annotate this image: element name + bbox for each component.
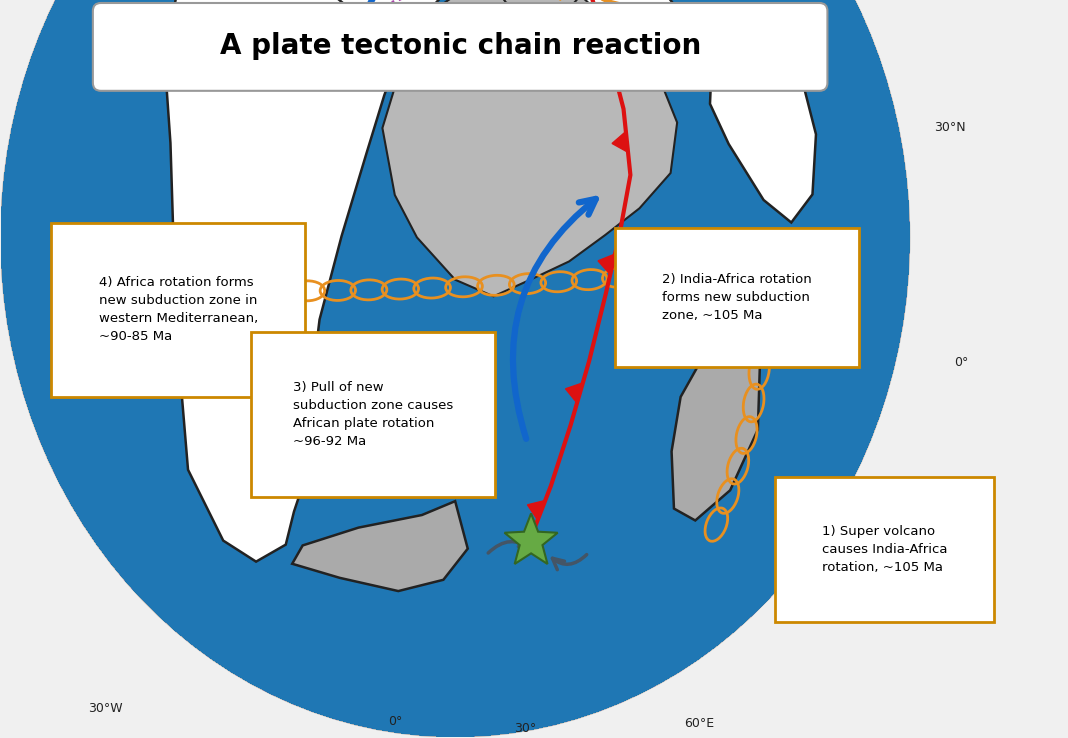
- Ellipse shape: [1, 0, 909, 737]
- Ellipse shape: [1, 0, 909, 737]
- Ellipse shape: [1, 0, 909, 737]
- Ellipse shape: [1, 0, 909, 737]
- Ellipse shape: [1, 0, 909, 737]
- Ellipse shape: [1, 0, 909, 737]
- Ellipse shape: [1, 0, 909, 737]
- Ellipse shape: [1, 0, 909, 737]
- Ellipse shape: [1, 0, 909, 737]
- Ellipse shape: [1, 0, 909, 737]
- Text: 30°: 30°: [514, 722, 536, 734]
- Polygon shape: [584, 10, 602, 30]
- Polygon shape: [704, 26, 727, 47]
- Polygon shape: [528, 500, 546, 520]
- Ellipse shape: [1, 0, 909, 737]
- Polygon shape: [293, 501, 468, 591]
- Ellipse shape: [1, 0, 909, 737]
- Ellipse shape: [1, 0, 909, 737]
- Ellipse shape: [1, 0, 909, 737]
- Text: 3) Pull of new
subduction zone causes
African plate rotation
~96-92 Ma: 3) Pull of new subduction zone causes Af…: [293, 382, 453, 448]
- Ellipse shape: [1, 0, 909, 737]
- Ellipse shape: [1, 0, 909, 737]
- Ellipse shape: [1, 0, 909, 737]
- Polygon shape: [484, 0, 690, 108]
- Text: 4) Africa rotation forms
new subduction zone in
western Mediterranean,
~90-85 Ma: 4) Africa rotation forms new subduction …: [98, 277, 257, 343]
- Polygon shape: [612, 131, 628, 152]
- FancyBboxPatch shape: [615, 227, 860, 368]
- Text: 1) Super volcano
causes India-Africa
rotation, ~105 Ma: 1) Super volcano causes India-Africa rot…: [821, 525, 947, 574]
- Text: 0°: 0°: [954, 356, 969, 369]
- Ellipse shape: [1, 0, 909, 737]
- Ellipse shape: [1, 0, 909, 737]
- Polygon shape: [653, 13, 677, 32]
- Ellipse shape: [1, 0, 909, 737]
- Ellipse shape: [1, 0, 909, 737]
- Polygon shape: [309, 0, 455, 32]
- Polygon shape: [598, 254, 615, 275]
- Ellipse shape: [1, 0, 909, 737]
- Polygon shape: [672, 337, 759, 520]
- Ellipse shape: [1, 0, 909, 737]
- Text: 30°N: 30°N: [934, 121, 965, 134]
- FancyArrowPatch shape: [359, 0, 405, 38]
- FancyBboxPatch shape: [251, 332, 496, 497]
- Ellipse shape: [1, 0, 909, 737]
- Ellipse shape: [1, 0, 909, 737]
- Polygon shape: [486, 0, 588, 17]
- Ellipse shape: [1, 0, 909, 737]
- Text: A plate tectonic chain reaction: A plate tectonic chain reaction: [220, 32, 701, 60]
- FancyBboxPatch shape: [774, 477, 994, 622]
- Polygon shape: [566, 383, 583, 403]
- Text: 30°W: 30°W: [89, 702, 123, 714]
- FancyArrowPatch shape: [488, 538, 531, 553]
- Ellipse shape: [1, 0, 909, 737]
- Ellipse shape: [1, 0, 909, 737]
- Ellipse shape: [1, 0, 909, 737]
- Ellipse shape: [1, 0, 909, 737]
- Ellipse shape: [1, 0, 909, 737]
- Ellipse shape: [1, 0, 909, 737]
- Polygon shape: [603, 0, 628, 21]
- FancyBboxPatch shape: [51, 223, 305, 397]
- Ellipse shape: [1, 0, 909, 737]
- Ellipse shape: [1, 0, 909, 737]
- Ellipse shape: [1, 0, 909, 737]
- Polygon shape: [167, 0, 443, 562]
- Ellipse shape: [1, 0, 909, 737]
- Text: 60°E: 60°E: [685, 717, 714, 730]
- Text: 0°: 0°: [388, 714, 403, 728]
- Ellipse shape: [1, 0, 909, 737]
- Ellipse shape: [1, 0, 909, 737]
- Polygon shape: [751, 32, 775, 52]
- FancyArrowPatch shape: [672, 231, 705, 310]
- Polygon shape: [710, 20, 816, 223]
- Ellipse shape: [1, 0, 909, 737]
- Ellipse shape: [1, 0, 909, 737]
- Ellipse shape: [1, 0, 909, 737]
- Polygon shape: [792, 37, 817, 58]
- FancyBboxPatch shape: [93, 3, 828, 91]
- FancyArrowPatch shape: [513, 199, 596, 439]
- Ellipse shape: [1, 0, 909, 737]
- Ellipse shape: [1, 0, 909, 737]
- Text: 30°S: 30°S: [934, 596, 964, 608]
- Text: 2) India-Africa rotation
forms new subduction
zone, ~105 Ma: 2) India-Africa rotation forms new subdu…: [662, 273, 812, 322]
- Ellipse shape: [1, 0, 909, 737]
- Ellipse shape: [1, 0, 909, 737]
- Ellipse shape: [1, 0, 909, 737]
- Polygon shape: [504, 514, 557, 564]
- FancyArrowPatch shape: [552, 554, 586, 570]
- Polygon shape: [382, 0, 677, 297]
- Ellipse shape: [1, 0, 909, 737]
- Ellipse shape: [1, 0, 909, 737]
